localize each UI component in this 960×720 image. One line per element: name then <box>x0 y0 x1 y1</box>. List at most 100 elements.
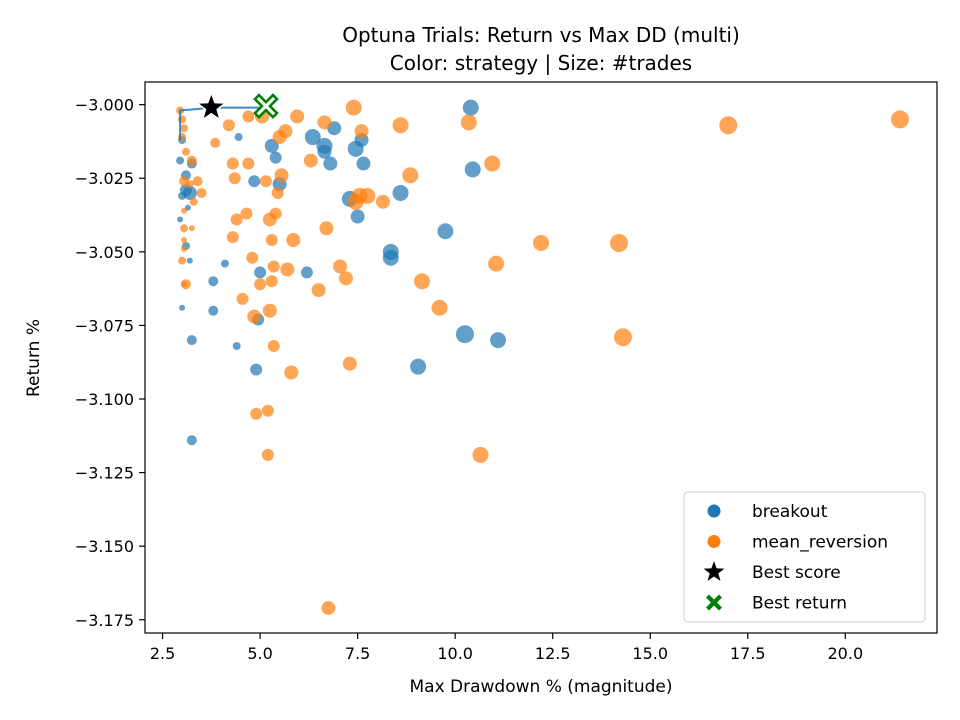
point-mean_reversion <box>180 124 189 133</box>
point-mean_reversion <box>284 365 299 380</box>
legend-label: breakout <box>752 502 828 522</box>
point-mean_reversion <box>185 180 194 189</box>
plot-area-frame <box>144 81 938 634</box>
point-breakout <box>490 332 507 349</box>
point-breakout <box>455 325 474 344</box>
point-breakout <box>464 161 481 178</box>
point-breakout <box>178 191 187 200</box>
point-mean_reversion <box>236 292 249 305</box>
point-mean_reversion <box>280 262 295 277</box>
point-mean_reversion <box>431 299 448 316</box>
point-mean_reversion <box>338 271 353 286</box>
point-mean_reversion <box>375 194 390 209</box>
point-mean_reversion <box>226 157 239 170</box>
legend-marker-mean-reversion <box>707 535 721 548</box>
y-tick-label: −3.050 <box>75 243 134 262</box>
x-tick-label: 5.0 <box>247 644 272 663</box>
y-tick-label: −3.025 <box>75 169 134 188</box>
y-tick-label: −3.000 <box>75 96 134 115</box>
point-mean_reversion <box>267 340 280 353</box>
point-mean_reversion <box>222 119 235 132</box>
x-tick-label: 15.0 <box>632 644 668 663</box>
point-breakout <box>254 266 267 279</box>
point-mean_reversion <box>226 231 239 244</box>
point-mean_reversion <box>342 356 357 371</box>
point-mean_reversion <box>178 256 187 265</box>
point-mean_reversion <box>196 187 207 198</box>
x-tick-label: 12.5 <box>535 644 571 663</box>
point-mean_reversion <box>181 281 188 288</box>
point-breakout <box>208 305 219 316</box>
point-mean_reversion <box>261 404 274 417</box>
point-breakout <box>234 133 243 142</box>
point-mean_reversion <box>271 186 284 199</box>
point-breakout <box>232 342 241 351</box>
y-axis-label: Return % <box>24 319 44 397</box>
point-breakout <box>356 156 371 171</box>
y-tick-label: −3.150 <box>75 537 134 556</box>
point-mean_reversion <box>472 446 489 463</box>
point-mean_reversion <box>254 278 267 291</box>
x-tick-label: 2.5 <box>150 644 175 663</box>
point-mean_reversion <box>286 233 301 248</box>
point-breakout <box>317 144 332 159</box>
point-mean_reversion <box>321 600 336 615</box>
point-mean_reversion <box>278 124 293 139</box>
x-axis-label: Max Drawdown % (magnitude) <box>409 677 672 697</box>
point-mean_reversion <box>230 213 243 226</box>
point-breakout <box>208 276 219 287</box>
legend-marker-best-score <box>703 561 725 581</box>
point-breakout <box>177 216 184 223</box>
legend-label: mean_reversion <box>752 533 888 553</box>
x-tick-label: 7.5 <box>345 644 370 663</box>
point-mean_reversion <box>188 225 195 232</box>
point-mean_reversion <box>262 303 277 318</box>
x-tick-label: 20.0 <box>828 644 864 663</box>
point-breakout <box>220 259 229 268</box>
point-mean_reversion <box>261 448 274 461</box>
point-mean_reversion <box>460 114 477 131</box>
point-breakout <box>269 151 282 164</box>
point-mean_reversion <box>181 207 188 214</box>
point-mean_reversion <box>392 117 409 134</box>
point-mean_reversion <box>265 275 278 288</box>
point-mean_reversion <box>274 168 289 183</box>
y-tick-label: −3.125 <box>75 464 134 483</box>
point-mean_reversion <box>359 187 376 204</box>
y-tick-label: −3.175 <box>75 611 134 630</box>
legend-label: Best score <box>752 563 841 583</box>
point-mean_reversion <box>192 176 203 187</box>
chart-subtitle: Color: strategy | Size: #trades <box>390 51 692 75</box>
point-mean_reversion <box>189 197 198 206</box>
point-breakout <box>382 249 399 266</box>
point-mean_reversion <box>290 109 305 124</box>
point-mean_reversion <box>181 147 190 156</box>
point-mean_reversion <box>610 234 629 253</box>
point-mean_reversion <box>533 235 549 252</box>
x-axis-ticks: 2.5 5.0 7.5 10.0 12.5 15.0 17.5 20.0 <box>150 633 863 663</box>
pareto-front-line <box>179 106 266 140</box>
legend-label: Best return <box>752 594 847 614</box>
legend-box <box>683 491 926 623</box>
chart-title: Optuna Trials: Return vs Max DD (multi) <box>342 23 740 47</box>
point-mean_reversion <box>484 155 501 172</box>
point-mean_reversion <box>186 155 197 166</box>
point-mean_reversion <box>259 175 272 188</box>
point-mean_reversion <box>269 207 282 220</box>
point-breakout <box>437 223 454 240</box>
point-mean_reversion <box>210 137 221 148</box>
point-mean_reversion <box>319 221 334 236</box>
y-tick-label: −3.100 <box>75 390 134 409</box>
legend-marker-breakout <box>707 504 721 518</box>
point-mean_reversion <box>228 172 241 185</box>
point-breakout <box>350 209 365 224</box>
legend: breakout mean_reversion Best score Best ret… <box>683 491 926 623</box>
point-mean_reversion <box>333 259 348 274</box>
point-breakout <box>323 156 338 171</box>
point-mean_reversion <box>311 283 326 298</box>
point-breakout <box>462 99 479 116</box>
y-axis-ticks: −3.000 −3.025 −3.050 −3.075 −3.100 −3.125 −3.1… <box>75 96 145 630</box>
legend-marker-best-return <box>706 594 722 611</box>
point-mean_reversion <box>354 124 369 139</box>
